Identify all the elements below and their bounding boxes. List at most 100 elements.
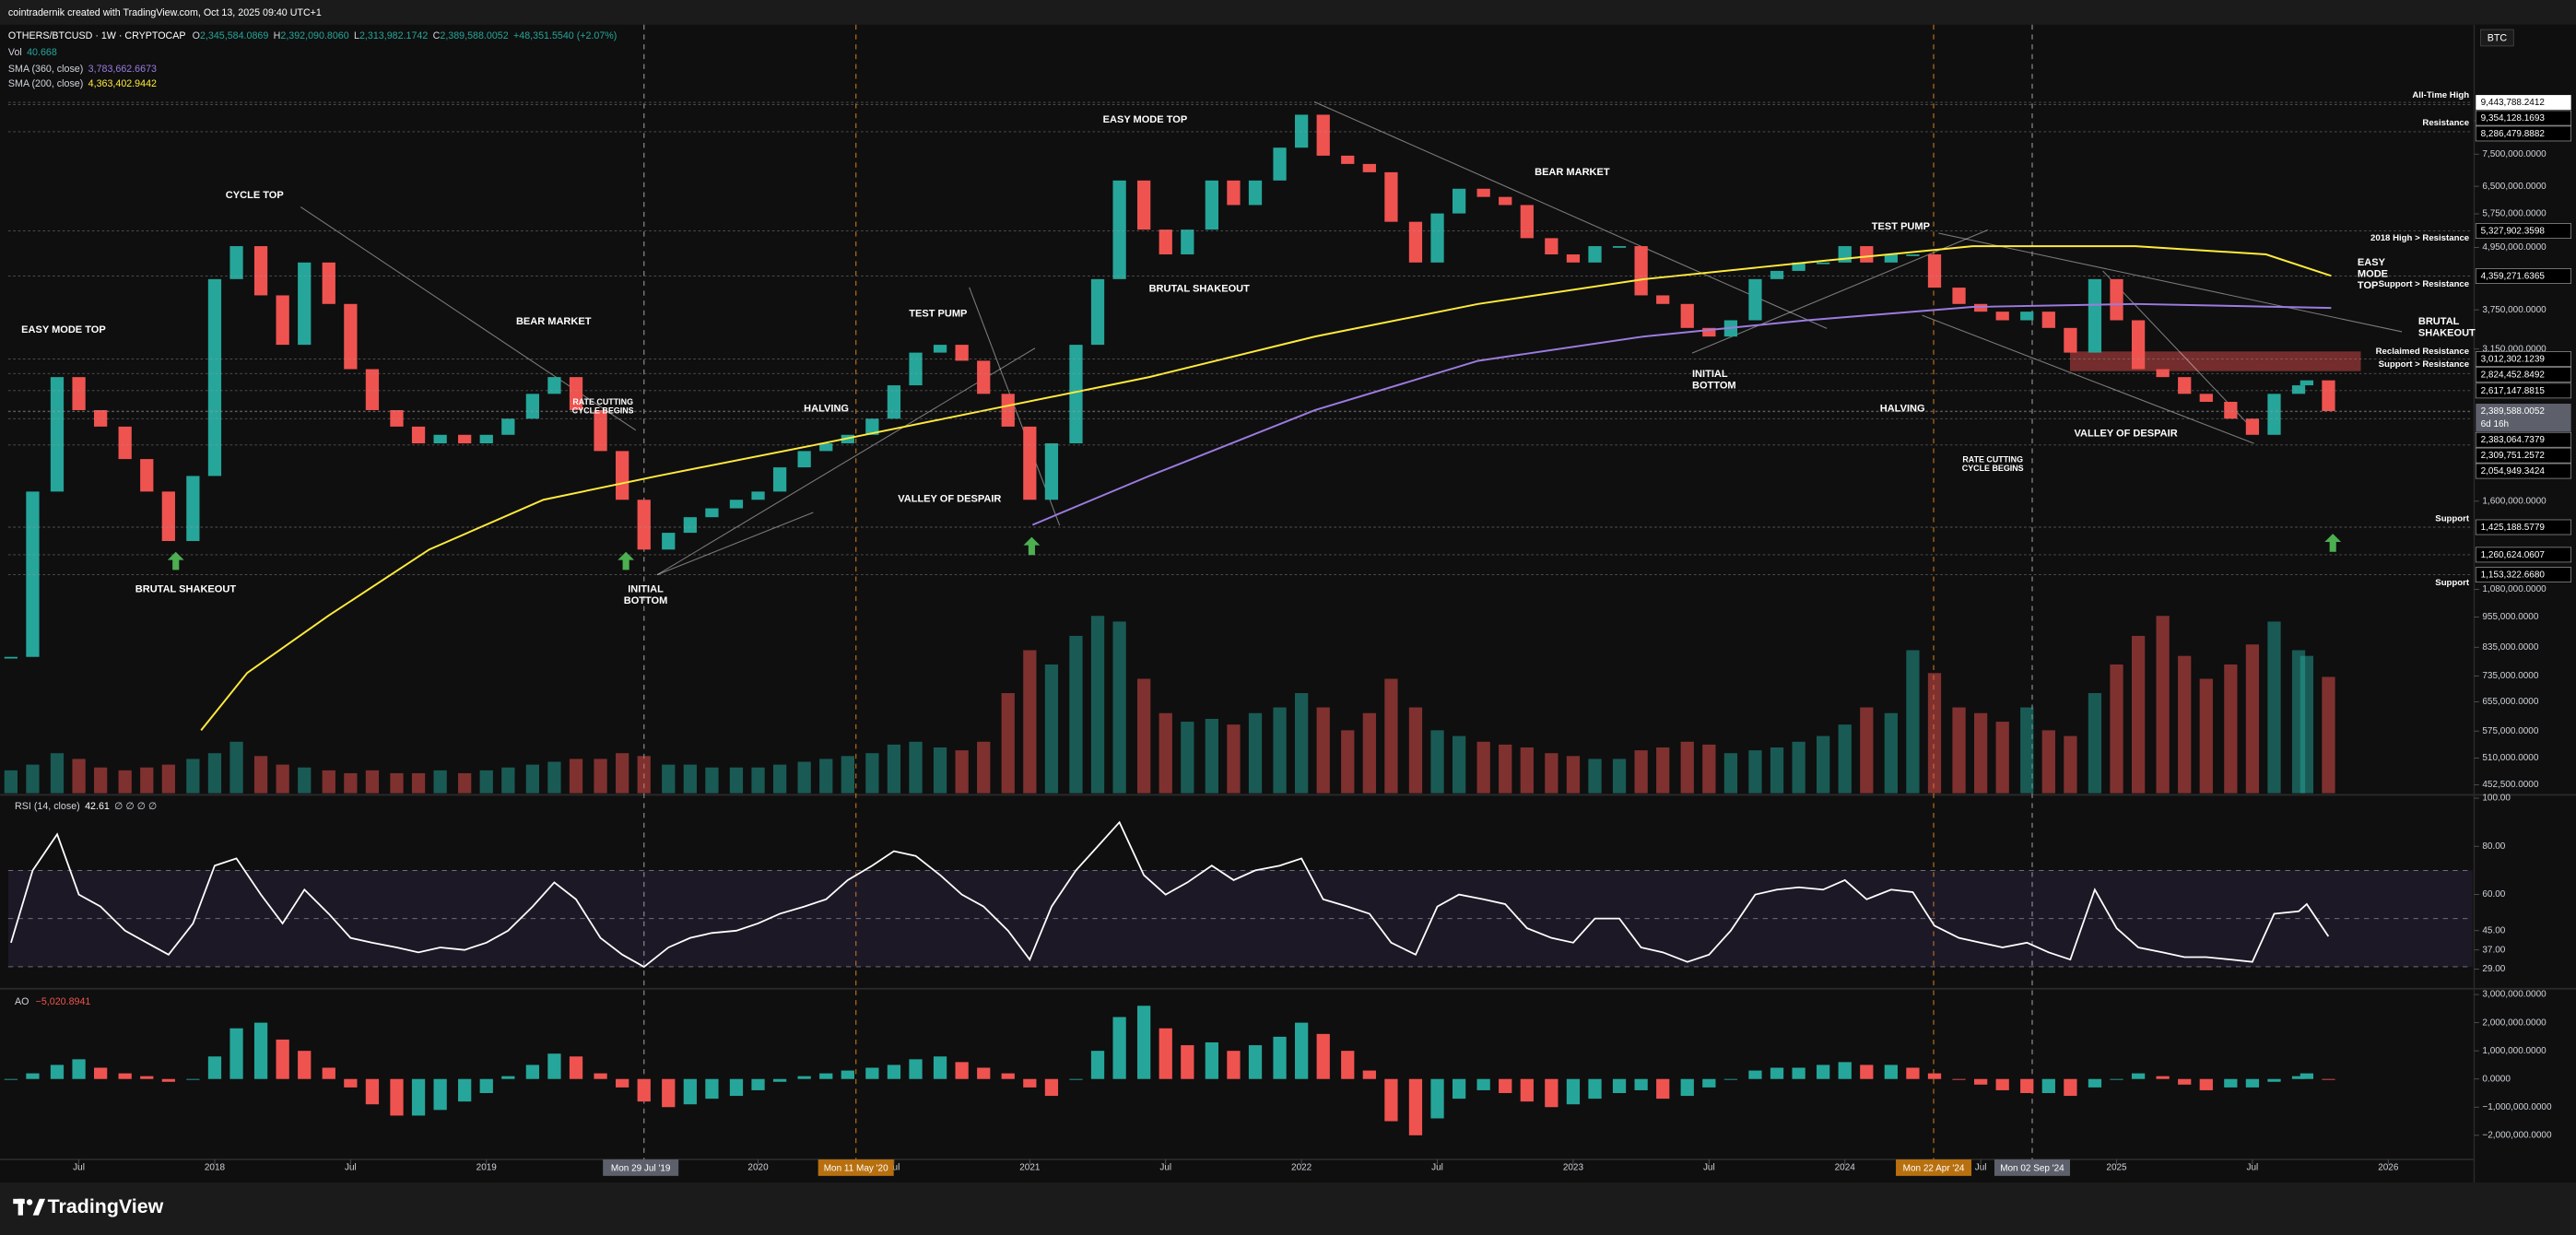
y-tick-label: 100.00 — [2482, 794, 2511, 804]
price-tag-label: 2,309,751.2572 — [2481, 451, 2546, 461]
ao-bar — [841, 1070, 854, 1079]
ao-bar — [2110, 1078, 2123, 1080]
level-note: Support > Resistance — [2379, 279, 2470, 289]
attribution: cointradernik created with TradingView.c… — [8, 7, 322, 18]
ao-bar — [1634, 1078, 1648, 1090]
candle — [207, 278, 222, 476]
trendline — [1938, 232, 2403, 333]
price-tag — [2475, 268, 2572, 284]
volume-bar — [1588, 759, 1602, 794]
volume-bar — [1702, 744, 1716, 794]
y-tick-label: 1,000,000.0000 — [2482, 1046, 2547, 1056]
volume-bar — [1817, 735, 1830, 794]
ao-bar — [2267, 1078, 2281, 1082]
price-tag — [2475, 125, 2572, 142]
volume-bar — [1069, 635, 1083, 794]
annotation: TEST PUMP — [909, 308, 967, 319]
y-tick-label: 45.00 — [2482, 925, 2505, 935]
annotation: EASY — [2358, 257, 2386, 268]
ao-bar — [1566, 1078, 1581, 1105]
annotation: TEST PUMP — [1872, 221, 1930, 232]
annotation: BEAR MARKET — [516, 316, 592, 327]
volume-bar — [1137, 678, 1151, 794]
volume-bar — [276, 764, 289, 794]
volume-bar — [4, 770, 18, 794]
volume-bar — [547, 761, 561, 794]
ao-bar — [1973, 1078, 1988, 1085]
volume-bar — [705, 767, 719, 794]
ao-bar — [1748, 1070, 1762, 1079]
ao-bar — [2131, 1073, 2146, 1079]
date-tag — [1994, 1159, 2070, 1176]
x-tick-label: 2020 — [747, 1163, 769, 1173]
candle — [2178, 377, 2192, 394]
level-note: Support > Resistance — [2379, 359, 2470, 370]
candle — [1090, 278, 1105, 346]
volume-bar — [2156, 616, 2170, 794]
x-tick-label: 2026 — [2378, 1163, 2399, 1173]
candle — [1430, 213, 1444, 263]
y-tick-label: 7,500,000.0000 — [2482, 149, 2547, 159]
candle — [1634, 246, 1648, 296]
ao-bar — [1499, 1078, 1512, 1093]
ao-bar — [1181, 1045, 1194, 1079]
ao-bar — [1112, 1017, 1126, 1079]
candle — [887, 385, 901, 419]
ao-bar — [1838, 1062, 1852, 1079]
candle — [365, 369, 380, 410]
rsi-extra: ∅ ∅ ∅ ∅ — [114, 801, 157, 812]
price-tag-label: 8,286,479.8882 — [2481, 129, 2546, 139]
candle — [1860, 246, 1874, 263]
volume-bar — [390, 772, 404, 794]
currency-tag — [2480, 29, 2514, 47]
logo-part — [18, 1198, 23, 1216]
volume-bar — [1634, 750, 1648, 794]
candle — [390, 409, 404, 427]
ao-bar — [1452, 1078, 1466, 1100]
candle — [729, 500, 744, 509]
candle — [1408, 221, 1423, 263]
ao-bar — [1227, 1051, 1241, 1079]
candle — [1181, 229, 1194, 255]
x-tick-label: 2025 — [2106, 1163, 2127, 1173]
x-tick-label: Jul — [73, 1163, 85, 1173]
candle — [1452, 188, 1466, 214]
ao-bar — [322, 1067, 335, 1079]
top-bar — [0, 0, 2576, 25]
ao-bar — [1430, 1078, 1444, 1119]
ohlc-value: 2,345,584.0869 — [200, 30, 268, 41]
logo — [13, 1198, 46, 1216]
rsi-value: 42.61 — [85, 801, 110, 812]
price-tag-label: 2,054,949.3424 — [2481, 466, 2546, 476]
volume-bar — [140, 767, 154, 794]
volume-bar — [797, 761, 811, 794]
volume-bar — [1273, 707, 1287, 794]
ao-bar — [525, 1064, 539, 1079]
volume-bar — [2041, 730, 2055, 794]
volume-bar — [1044, 664, 1059, 794]
candle — [1023, 426, 1037, 500]
y-tick-label: 1,600,000.0000 — [2482, 496, 2547, 506]
y-tick-label: 0.0000 — [2482, 1074, 2511, 1084]
candle — [298, 262, 312, 346]
ao-bar — [977, 1067, 991, 1079]
candle — [705, 508, 719, 518]
trendline — [1691, 229, 1989, 354]
y-tick-label: 80.00 — [2482, 841, 2505, 852]
ohlc-value: 2,392,090.8060 — [280, 30, 348, 41]
price-tag — [2475, 367, 2572, 382]
volume-bar — [1973, 712, 1988, 794]
sma-value: 3,783,662.6673 — [88, 64, 157, 75]
candle — [1792, 262, 1806, 271]
ao-bar — [140, 1076, 154, 1079]
volume-bar — [1248, 712, 1263, 794]
candle — [276, 295, 289, 346]
volume-bar — [1884, 712, 1898, 794]
ao-bar — [1952, 1078, 1966, 1080]
volume-bar — [662, 764, 676, 794]
volume-bar — [1792, 741, 1806, 794]
y-tick-label: 575,000.0000 — [2482, 726, 2538, 736]
ao-bar — [1090, 1051, 1105, 1079]
candle — [525, 394, 539, 419]
